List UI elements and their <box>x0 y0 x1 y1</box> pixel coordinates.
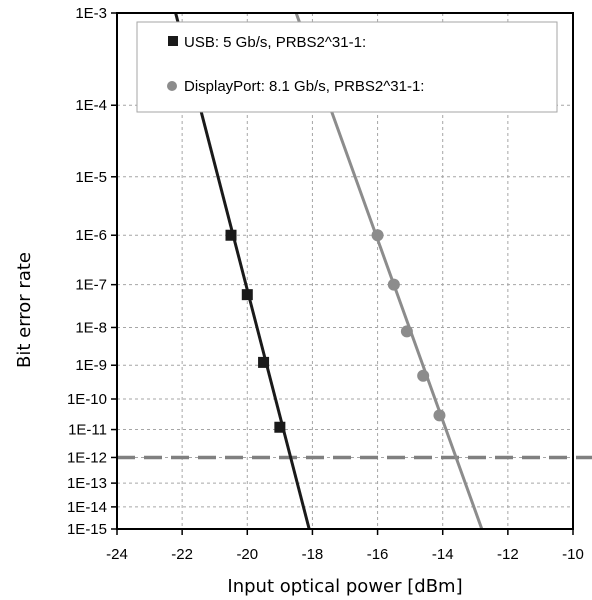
y-tick-label: 1E-4 <box>75 97 107 114</box>
y-tick-label: 1E-13 <box>67 475 107 492</box>
x-tick-label: -10 <box>562 546 584 563</box>
y-tick-label: 1E-8 <box>75 319 107 336</box>
data-point-square <box>241 289 253 301</box>
y-tick-label: 1E-5 <box>75 169 107 186</box>
y-tick-label: 1E-15 <box>67 521 107 538</box>
legend-label-usb: USB: 5 Gb/s, PRBS2^31-1: <box>184 34 366 51</box>
x-axis-title: Input optical power [dBm] <box>227 576 462 597</box>
y-tick-label: 1E-11 <box>68 422 107 439</box>
x-tick-label: -16 <box>367 546 389 563</box>
data-point-circle <box>433 409 446 422</box>
y-axis-title: Bit error rate <box>14 252 35 368</box>
data-point-circle <box>417 369 430 382</box>
x-tick-label: -18 <box>302 546 324 563</box>
data-point-circle <box>400 325 413 338</box>
y-tick-label: 1E-6 <box>75 227 107 244</box>
y-tick-label: 1E-14 <box>67 499 107 516</box>
y-tick-label: 1E-3 <box>75 5 107 22</box>
legend-marker-usb <box>168 36 178 46</box>
data-point-square <box>274 421 286 433</box>
x-tick-label: -14 <box>432 546 454 563</box>
y-tick-label: 1E-10 <box>67 391 107 408</box>
legend-box <box>136 21 558 113</box>
legend-marker-displayport <box>167 81 177 91</box>
x-tick-label: -22 <box>171 546 193 563</box>
data-point-square <box>225 229 237 241</box>
x-tick-label: -20 <box>236 546 258 563</box>
legend-label-displayport: DisplayPort: 8.1 Gb/s, PRBS2^31-1: <box>184 78 424 95</box>
x-tick-label: -24 <box>106 546 128 563</box>
plot-frame <box>116 12 574 530</box>
y-tick-label: 1E-12 <box>67 449 107 466</box>
data-point-circle <box>387 278 400 291</box>
x-tick-label: -12 <box>497 546 519 563</box>
y-tick-label: 1E-7 <box>75 277 107 294</box>
y-tick-label: 1E-9 <box>75 357 107 374</box>
data-point-square <box>258 356 270 368</box>
tick-labels: -24 -22 -20 -18 -16 -14 -12 -10 1E-3 1E-4 1E-5 1E-6… <box>67 5 584 563</box>
legend: USB: 5 Gb/s, PRBS2^31-1: DisplayPort: 8.… <box>136 21 558 113</box>
data-point-circle <box>371 229 384 242</box>
